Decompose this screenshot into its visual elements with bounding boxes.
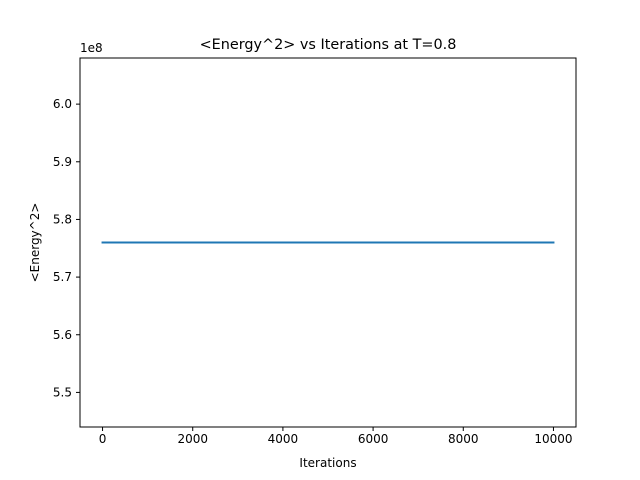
y-ticks: 5.5 5.6 5.7 5.8 5.9 6.0 <box>53 97 80 399</box>
x-tick-label: 0 <box>99 432 107 446</box>
x-tick-label: 4000 <box>268 432 299 446</box>
chart-title: <Energy^2> vs Iterations at T=0.8 <box>200 37 457 53</box>
x-tick-label: 6000 <box>358 432 389 446</box>
x-ticks: 0 2000 4000 6000 8000 10000 <box>99 427 573 446</box>
x-axis-label: Iterations <box>299 456 356 470</box>
plot-frame <box>79 57 577 428</box>
y-tick-label: 5.5 <box>53 385 72 399</box>
x-tick-label: 10000 <box>534 432 572 446</box>
y-axis-label: <Energy^2> <box>28 203 42 283</box>
y-tick-label: 5.6 <box>53 328 72 342</box>
y-tick-label: 5.7 <box>53 270 72 284</box>
y-tick-label: 5.8 <box>53 212 72 226</box>
y-tick-label: 5.9 <box>53 155 72 169</box>
x-tick-label: 2000 <box>177 432 208 446</box>
y-tick-label: 6.0 <box>53 97 72 111</box>
x-tick-label: 8000 <box>448 432 479 446</box>
y-axis-offset-label: 1e8 <box>80 41 103 55</box>
